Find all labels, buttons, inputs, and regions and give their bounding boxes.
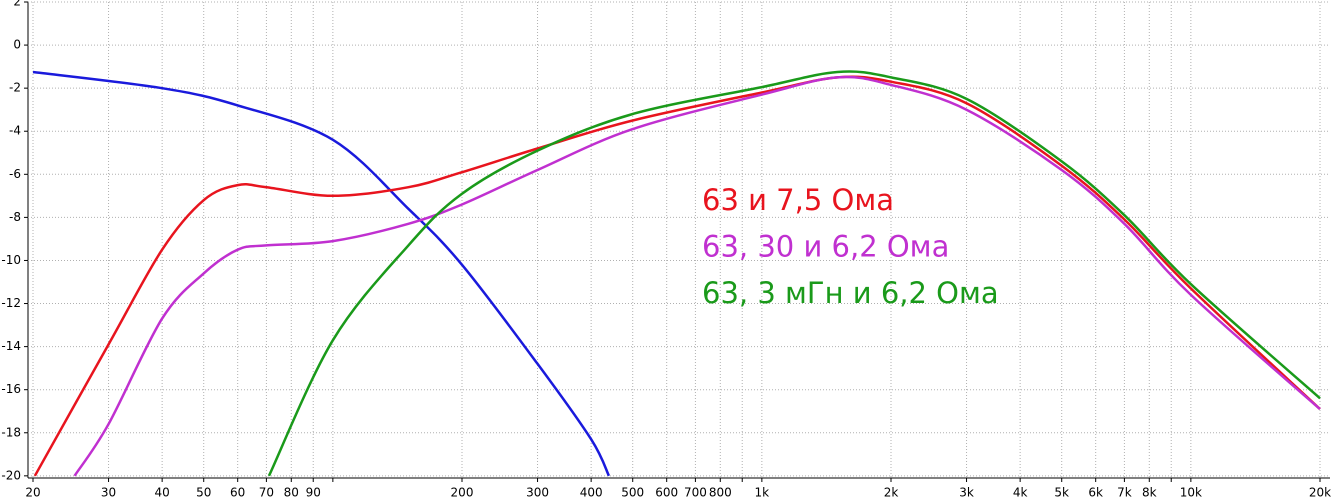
series-line [33,75,1321,477]
x-tick-label: 50 [196,486,211,500]
legend-entry: 63, 30 и 6,2 Ома [702,230,949,264]
y-tick-label: -8 [9,210,21,224]
series-line [267,70,1321,477]
curves [32,70,1321,477]
series-line [32,70,611,477]
legend-entry: 63 и 7,5 Ома [702,183,894,217]
y-tick-label: -2 [9,81,21,95]
x-tick-label: 4k [1013,486,1028,500]
x-tick-label: 700 [684,486,707,500]
x-tick-label: 2k [884,486,899,500]
x-tick-label: 500 [621,486,644,500]
x-tick-label: 10k [1180,486,1202,500]
x-tick-label: 20 [25,486,40,500]
x-tick-label: 80 [284,486,299,500]
x-tick-label: 600 [655,486,678,500]
y-tick-label: -16 [1,382,21,396]
x-tick-label: 1k [755,486,770,500]
y-tick-label: -14 [1,339,21,353]
x-tick-label: 7k [1117,486,1132,500]
x-tick-label: 200 [451,486,474,500]
y-tick-label: -4 [9,124,21,138]
y-tick-label: 2 [13,0,21,9]
legend: 63 и 7,5 Ома 63, 30 и 6,2 Ома 63, 3 мГн и … [702,183,999,310]
x-tick-label: 30 [101,486,116,500]
x-tick-label: 40 [155,486,170,500]
y-tick-label: -10 [1,253,21,267]
y-tick-label: -12 [1,296,21,310]
y-tick-label: 0 [13,38,21,52]
x-tick-label: 400 [580,486,603,500]
x-tick-label: 300 [526,486,549,500]
x-tick-label: 6k [1088,486,1103,500]
x-tick-label: 3k [959,486,974,500]
y-tick-label: -6 [9,167,21,181]
x-tick-label: 5k [1054,486,1069,500]
legend-entry: 63, 3 мГн и 6,2 Ома [702,276,999,310]
x-tick-label: 70 [259,486,274,500]
x-tick-label: 20k [1309,486,1331,500]
x-tick-label: 90 [306,486,321,500]
y-tick-label: -18 [1,425,21,439]
x-tick-label: 60 [230,486,245,500]
x-tick-label: 800 [709,486,732,500]
y-tick-label: -20 [1,468,21,482]
series-line [73,75,1321,477]
x-tick-label: 8k [1142,486,1157,500]
